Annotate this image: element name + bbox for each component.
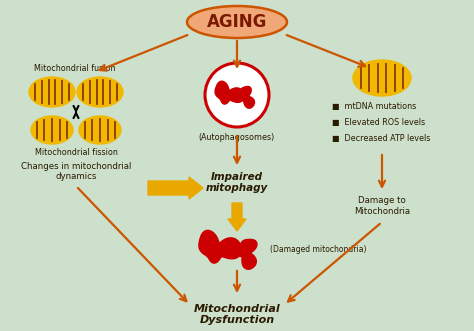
- Polygon shape: [238, 86, 255, 108]
- Text: ■  Elevated ROS levels: ■ Elevated ROS levels: [332, 118, 425, 127]
- FancyArrow shape: [148, 177, 203, 199]
- Text: Impaired: Impaired: [211, 172, 263, 182]
- Text: Changes in mitochondrial: Changes in mitochondrial: [21, 162, 131, 171]
- Text: (Autophagosomes): (Autophagosomes): [199, 133, 275, 142]
- Text: Mitochondria: Mitochondria: [354, 207, 410, 216]
- Polygon shape: [215, 81, 244, 104]
- Ellipse shape: [31, 116, 73, 144]
- Text: mitophagy: mitophagy: [206, 183, 268, 193]
- Text: Damage to: Damage to: [358, 196, 406, 205]
- Text: AGING: AGING: [207, 13, 267, 31]
- Text: (Damaged mitochondria): (Damaged mitochondria): [270, 246, 366, 255]
- Circle shape: [205, 63, 269, 127]
- Polygon shape: [236, 239, 257, 269]
- Text: Mitochondrial fission: Mitochondrial fission: [35, 148, 118, 157]
- Text: Mitochondrial: Mitochondrial: [193, 304, 281, 314]
- Text: Mitochondrial fusion: Mitochondrial fusion: [34, 64, 116, 73]
- Text: ■  Decreased ATP levels: ■ Decreased ATP levels: [332, 134, 430, 143]
- Text: ■  mtDNA mutations: ■ mtDNA mutations: [332, 102, 416, 111]
- Ellipse shape: [29, 77, 75, 107]
- Ellipse shape: [353, 60, 411, 96]
- Polygon shape: [199, 230, 242, 263]
- Ellipse shape: [79, 116, 121, 144]
- FancyArrow shape: [228, 203, 246, 231]
- Text: Dysfunction: Dysfunction: [200, 315, 274, 325]
- Text: dynamics: dynamics: [55, 172, 97, 181]
- Ellipse shape: [187, 6, 287, 38]
- Ellipse shape: [77, 77, 123, 107]
